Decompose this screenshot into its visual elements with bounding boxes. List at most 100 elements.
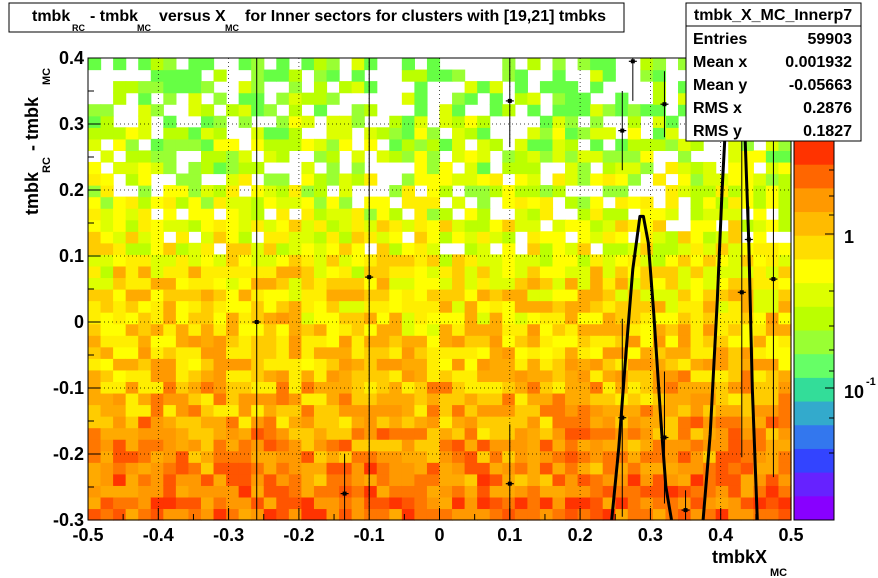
heatmap-cell: [213, 289, 227, 302]
heatmap-cell: [514, 92, 528, 105]
heatmap-cell: [88, 115, 102, 128]
heatmap-cell: [464, 323, 478, 336]
heatmap-cell: [138, 242, 152, 255]
heatmap-cell: [88, 300, 102, 313]
heatmap-cell: [502, 427, 516, 440]
heatmap-cell: [414, 369, 428, 382]
heatmap-cell: [552, 289, 566, 302]
heatmap-cell: [477, 346, 491, 359]
heatmap-cell: [125, 439, 139, 452]
heatmap-cell: [778, 369, 792, 382]
heatmap-cell: [313, 265, 328, 279]
heatmap-cell: [502, 439, 516, 452]
heatmap-cell: [627, 462, 641, 475]
heatmap-cell: [238, 161, 252, 175]
heatmap-cell: [678, 392, 692, 406]
heatmap-cell: [313, 208, 328, 221]
heatmap-cell: [339, 185, 353, 198]
heatmap-cell: [426, 196, 441, 209]
heatmap-cell: [452, 265, 466, 279]
heatmap-cell: [364, 254, 378, 267]
palette-swatch: [794, 283, 834, 308]
heatmap-cell: [753, 369, 767, 382]
heatmap-cell: [175, 242, 190, 255]
heatmap-cell: [577, 404, 591, 417]
heatmap-cell: [163, 473, 177, 486]
heatmap-cell: [113, 289, 127, 302]
heatmap-cell: [439, 335, 453, 348]
heatmap-cell: [778, 150, 792, 163]
heatmap-cell: [665, 289, 679, 302]
heatmap-cell: [602, 485, 616, 498]
heatmap-cell: [301, 416, 315, 429]
heatmap-cell: [113, 277, 127, 290]
heatmap-cell: [389, 265, 403, 279]
heatmap-cell: [339, 427, 353, 440]
heatmap-cell: [565, 115, 579, 128]
heatmap-cell: [351, 462, 365, 475]
heatmap-cell: [138, 81, 152, 94]
heatmap-cell: [765, 462, 780, 475]
heatmap-cell: [150, 196, 164, 209]
heatmap-cell: [414, 300, 428, 313]
heatmap-cell: [765, 138, 780, 151]
heatmap-cell: [226, 231, 240, 244]
heatmap-cell: [301, 138, 315, 151]
heatmap-cell: [150, 69, 164, 82]
heatmap-cell: [150, 404, 164, 417]
heatmap-cell: [426, 265, 441, 279]
heatmap-cell: [464, 219, 478, 232]
heatmap-cell: [665, 300, 679, 313]
heatmap-cell: [552, 392, 566, 406]
heatmap-cell: [464, 381, 478, 394]
heatmap-cell: [175, 485, 190, 498]
profile-point: [505, 58, 514, 148]
heatmap-cell: [188, 323, 202, 336]
heatmap-cell: [565, 404, 579, 417]
heatmap-cell: [351, 173, 365, 186]
heatmap-cell: [552, 265, 566, 279]
heatmap-cell: [665, 392, 679, 406]
heatmap-cell: [652, 358, 667, 371]
heatmap-cell: [100, 416, 114, 429]
heatmap-cell: [590, 346, 604, 359]
heatmap-cell: [339, 323, 353, 336]
heatmap-cell: [213, 265, 227, 279]
heatmap-cell: [326, 115, 340, 128]
heatmap-cell: [175, 173, 190, 186]
heatmap-cell: [627, 439, 641, 452]
heatmap-cell: [401, 392, 415, 406]
heatmap-cell: [401, 173, 415, 186]
heatmap-cell: [452, 358, 466, 371]
heatmap-cell: [188, 404, 202, 417]
heatmap-cell: [602, 369, 616, 382]
heatmap-cell: [339, 496, 353, 510]
palette-swatch: [794, 164, 834, 189]
heatmap-cell: [226, 485, 240, 498]
heatmap-cell: [602, 427, 616, 440]
heatmap-cell: [276, 450, 290, 463]
heatmap-cell: [88, 335, 102, 348]
heatmap-cell: [577, 231, 591, 244]
heatmap-cell: [728, 254, 742, 267]
heatmap-cell: [527, 196, 541, 209]
heatmap-cell: [326, 196, 340, 209]
heatmap-cell: [88, 462, 102, 475]
heatmap-cell: [213, 300, 227, 313]
heatmap-cell: [426, 69, 441, 82]
heatmap-cell: [502, 277, 516, 290]
heatmap-cell: [565, 196, 579, 209]
x-tick-label: -0.2: [283, 525, 314, 545]
heatmap-cell: [288, 496, 303, 510]
heatmap-cell: [251, 254, 265, 267]
heatmap-cell: [313, 138, 328, 151]
heatmap-cell: [113, 254, 127, 267]
heatmap-cell: [489, 289, 503, 302]
heatmap-cell: [88, 173, 102, 186]
heatmap-cell: [502, 69, 516, 82]
heatmap-cell: [263, 392, 277, 406]
heatmap-cell: [640, 323, 654, 336]
heatmap-cell: [652, 138, 667, 151]
heatmap-cell: [100, 289, 114, 302]
heatmap-cell: [590, 104, 604, 117]
